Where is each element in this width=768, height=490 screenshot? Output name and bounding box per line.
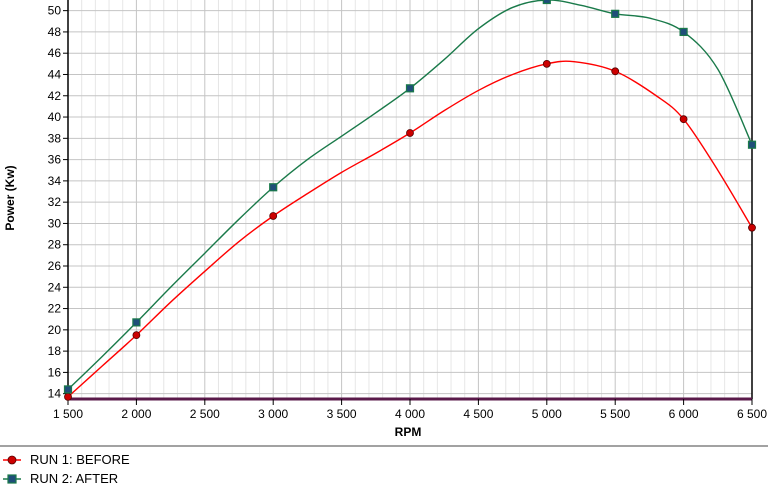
y-tick-label: 34 (48, 174, 62, 188)
y-tick-labels: 14 16 18 20 22 24 26 28 30 32 34 36 38 40 42 44 46 48 50 (48, 4, 62, 401)
y-tick-label: 40 (48, 110, 62, 124)
x-tick-label: 5 500 (600, 407, 630, 421)
grid (67, 0, 753, 399)
data-point-run-2 (679, 27, 688, 37)
series-markers (63, 0, 757, 401)
x-tick-label: 3 500 (327, 407, 357, 421)
legend-label: RUN 1: BEFORE (30, 452, 130, 467)
x-tick-label: 4 500 (463, 407, 493, 421)
data-point-run-1 (611, 67, 620, 76)
data-point-run-1 (269, 212, 278, 220)
data-point-run-1 (132, 331, 141, 340)
data-point-run-2 (132, 318, 141, 327)
x-tick-label: 3 000 (258, 407, 288, 421)
data-point-run-1 (406, 129, 414, 137)
y-tick-label: 42 (48, 89, 62, 103)
y-tick-label: 48 (48, 25, 62, 39)
x-tick-label: 2 500 (190, 407, 220, 421)
data-point-run-1 (748, 223, 756, 232)
data-point-run-2 (611, 9, 620, 18)
y-tick-label: 26 (48, 259, 62, 273)
data-point-run-1 (64, 392, 72, 401)
x-tick-label: 4 000 (395, 407, 425, 421)
y-axis-label: Power (Kw) (3, 165, 17, 230)
data-point-run-1 (542, 59, 551, 68)
x-axis-label: RPM (395, 425, 422, 439)
axes (63, 0, 753, 405)
y-tick-label: 30 (48, 216, 62, 230)
x-tick-label: 2 000 (121, 407, 151, 421)
data-point-run-2 (269, 183, 278, 192)
y-tick-label: 50 (48, 4, 62, 18)
y-tick-label: 32 (48, 195, 62, 209)
y-tick-label: 38 (48, 131, 62, 145)
y-tick-label: 22 (48, 302, 62, 316)
data-point-run-2 (542, 0, 551, 5)
data-point-run-2 (63, 385, 73, 394)
legend[interactable]: RUN 1: BEFORE RUN 2: AFTER (3, 452, 130, 486)
y-tick-label: 20 (48, 323, 62, 337)
y-tick-label: 36 (48, 153, 62, 167)
data-point-run-1 (679, 115, 688, 124)
legend-marker-square (7, 474, 17, 484)
data-point-run-2 (405, 84, 415, 93)
x-tick-label: 6 500 (737, 407, 767, 421)
y-tick-label: 46 (48, 46, 62, 60)
x-tick-label: 1 500 (53, 407, 83, 421)
y-tick-label: 18 (48, 344, 62, 358)
data-point-run-2 (747, 140, 757, 149)
y-tick-label: 16 (48, 365, 62, 379)
y-tick-label: 24 (48, 280, 62, 294)
y-tick-label: 14 (48, 387, 62, 401)
x-tick-label: 6 000 (669, 407, 699, 421)
x-tick-labels: 1 500 2 000 2 500 3 000 3 500 4 000 4 500 5 000… (53, 407, 767, 421)
legend-label: RUN 2: AFTER (30, 471, 118, 485)
legend-marker-circle (7, 455, 17, 465)
y-tick-label: 28 (48, 238, 62, 252)
x-tick-label: 5 000 (532, 407, 562, 421)
y-tick-label: 44 (48, 67, 62, 81)
